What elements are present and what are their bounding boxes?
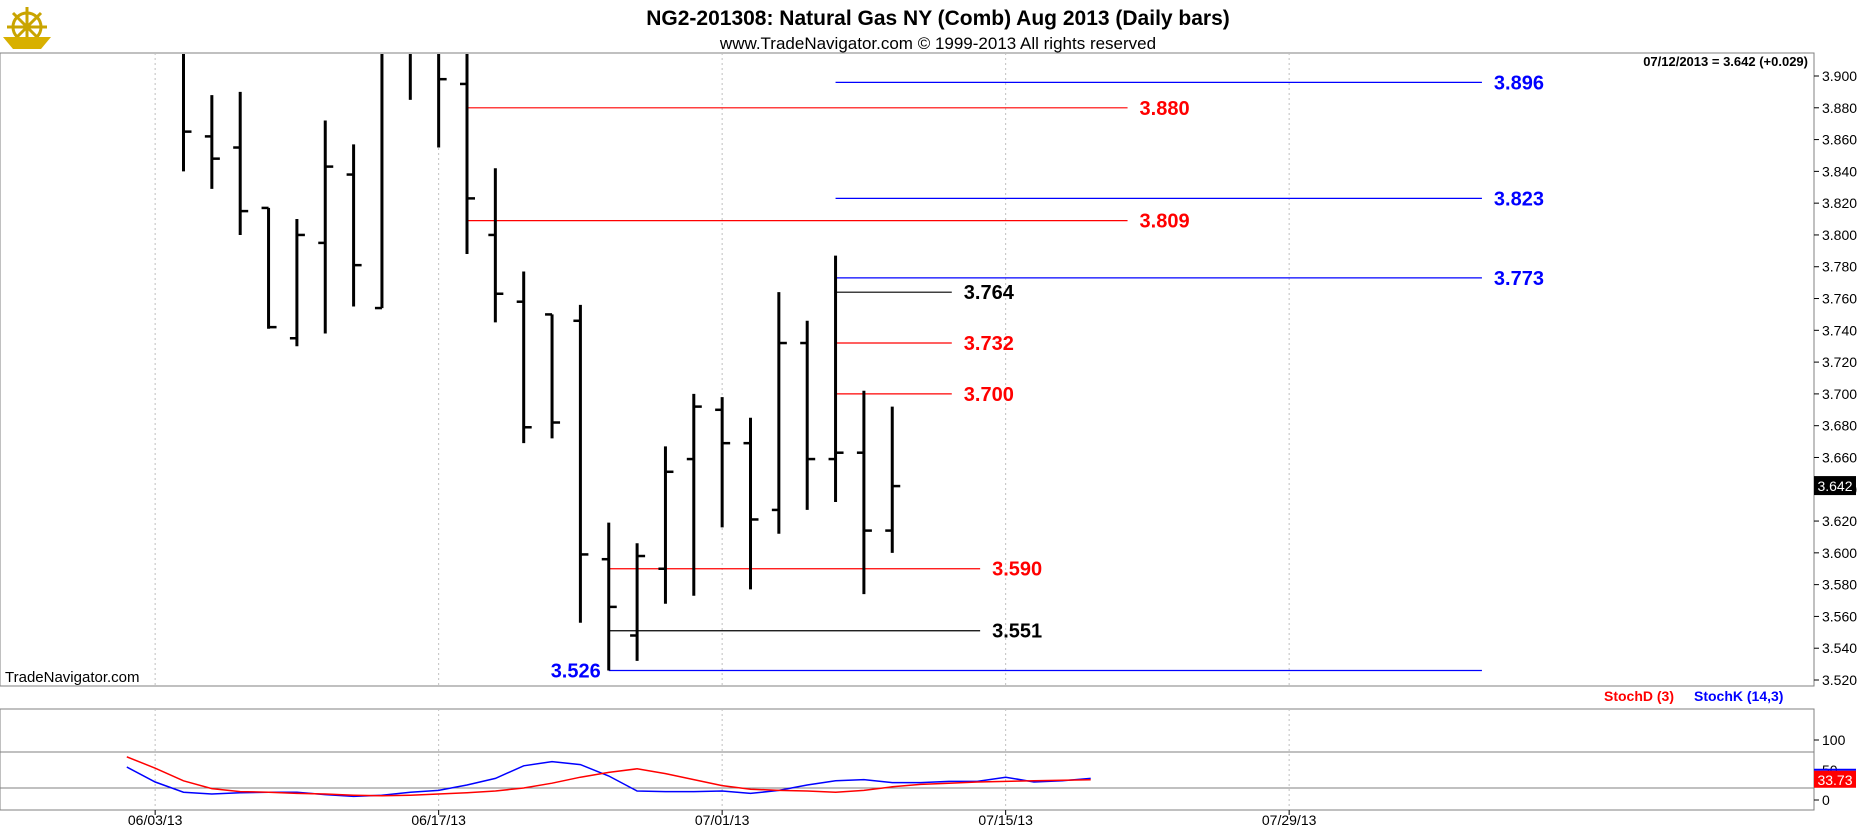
x-tick-label: 06/03/13 xyxy=(128,812,183,828)
y-tick-label: 3.740 xyxy=(1822,322,1857,338)
ohlc-bar xyxy=(856,390,872,595)
y-tick-label: 3.700 xyxy=(1822,386,1857,402)
ohlc-bar xyxy=(488,168,504,323)
ohlc-bar xyxy=(460,54,475,255)
ohlc-bar xyxy=(204,95,220,189)
stoch-grid xyxy=(0,709,1814,810)
ohlc-bar xyxy=(516,271,532,444)
x-tick-label: 07/15/13 xyxy=(978,812,1033,828)
stoch-y-tick-label: 100 xyxy=(1822,732,1846,748)
y-tick-label: 3.720 xyxy=(1822,354,1857,370)
chart-title: NG2-201308: Natural Gas NY (Comb) Aug 20… xyxy=(646,7,1230,30)
ohlc-bar xyxy=(374,54,384,310)
level-label-3.809: 3.809 xyxy=(1140,211,1190,233)
y-tick-label: 3.580 xyxy=(1822,577,1857,593)
last-info: 07/12/2013 = 3.642 (+0.029) xyxy=(1643,54,1808,69)
x-axis: 06/03/13 06/17/13 07/01/13 07/15/13 07/29/13 xyxy=(128,810,1317,828)
y-tick-label: 3.600 xyxy=(1822,545,1857,561)
x-tick-label: 07/01/13 xyxy=(695,812,750,828)
legend-stochd: StochD (3) xyxy=(1604,688,1674,704)
price-grid xyxy=(154,53,1290,686)
ohlc-bar xyxy=(437,54,447,148)
ohlc-bar xyxy=(573,304,589,623)
y-tick-label: 3.680 xyxy=(1822,418,1857,434)
stochd-line xyxy=(126,756,1091,797)
y-tick-label: 3.900 xyxy=(1822,68,1857,84)
level-label-3.764: 3.764 xyxy=(964,282,1015,304)
y-tick-label: 3.800 xyxy=(1822,227,1857,243)
stoch-last-badge: 33.73 xyxy=(1814,770,1856,788)
ohlc-bar xyxy=(182,54,192,172)
stoch-last-label: 33.73 xyxy=(1817,772,1852,788)
stoch-y-tick-label: 0 xyxy=(1822,792,1830,808)
ship-wheel-logo xyxy=(3,7,51,49)
ohlc-bar xyxy=(686,393,702,596)
level-label-3.880: 3.880 xyxy=(1140,98,1190,120)
stochk-line xyxy=(126,760,1091,798)
y-tick-label: 3.540 xyxy=(1822,640,1857,656)
ohlc-bar xyxy=(743,417,759,590)
watermark: TradeNavigator.com xyxy=(5,669,140,686)
level-label-3.590: 3.590 xyxy=(992,559,1042,581)
y-tick-label: 3.560 xyxy=(1822,608,1857,624)
level-label-3.773: 3.773 xyxy=(1494,268,1544,290)
ohlc-bar xyxy=(800,320,816,510)
chart-subtitle: www.TradeNavigator.com © 1999-2013 All r… xyxy=(719,34,1156,53)
y-tick-label: 3.620 xyxy=(1822,513,1857,529)
level-label-3.732: 3.732 xyxy=(964,333,1014,355)
price-bars xyxy=(182,54,901,671)
ohlc-bar xyxy=(346,144,362,307)
ohlc-bar xyxy=(261,206,277,329)
stoch-panel xyxy=(0,708,1815,811)
level-lines: 3.896 3.880 3.823 3.809 3.773 3.764 3.732 3.700… xyxy=(467,72,1544,682)
ohlc-bar xyxy=(289,219,305,347)
ohlc-bar xyxy=(715,397,731,528)
level-label-3.551: 3.551 xyxy=(992,621,1042,643)
level-label-3.823: 3.823 xyxy=(1494,188,1544,210)
level-label-3.700: 3.700 xyxy=(964,384,1014,406)
y-tick-label: 3.520 xyxy=(1822,672,1857,688)
ohlc-bar xyxy=(318,120,334,334)
last-price-badge: 3.642 xyxy=(1814,476,1856,496)
level-label-3.896: 3.896 xyxy=(1494,72,1544,94)
x-tick-label: 07/29/13 xyxy=(1262,812,1317,828)
price-panel xyxy=(0,52,1815,687)
ohlc-bar xyxy=(658,446,674,604)
legend-stochk: StochK (14,3) xyxy=(1694,688,1783,704)
x-tick-label: 06/17/13 xyxy=(411,812,466,828)
y-tick-label: 3.760 xyxy=(1822,291,1857,307)
ohlc-bar xyxy=(630,543,646,661)
ohlc-bar xyxy=(828,255,844,502)
stoch-lines xyxy=(126,756,1856,798)
price-axis: 3.5203.5403.5603.5803.6003.6203.6403.660… xyxy=(1814,68,1857,688)
ohlc-bar xyxy=(885,406,901,553)
ohlc-bar xyxy=(771,292,787,534)
y-tick-label: 3.860 xyxy=(1822,132,1857,148)
y-tick-label: 3.840 xyxy=(1822,163,1857,179)
last-price-label: 3.642 xyxy=(1817,478,1852,494)
ohlc-bar xyxy=(233,91,249,235)
ohlc-bar xyxy=(545,313,561,439)
y-tick-label: 3.820 xyxy=(1822,195,1857,211)
ohlc-bar xyxy=(601,522,617,671)
y-tick-label: 3.780 xyxy=(1822,259,1857,275)
level-label-3.526: 3.526 xyxy=(551,660,601,682)
y-tick-label: 3.880 xyxy=(1822,100,1857,116)
y-tick-label: 3.660 xyxy=(1822,449,1857,465)
